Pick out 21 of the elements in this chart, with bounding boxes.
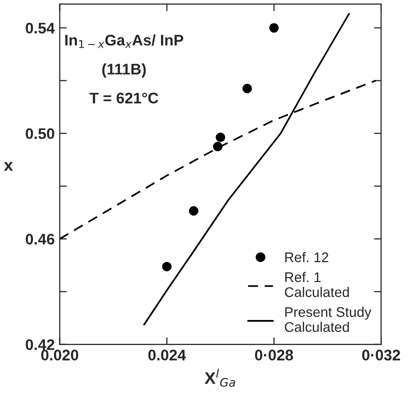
y-tick-label: 0.46 [26, 234, 54, 245]
y-tick-label: 0.42 [26, 339, 54, 350]
point [216, 132, 226, 142]
legend-label: Present Study Calculated [284, 306, 372, 332]
x-axis-title: X$^{l}$$_{Ga}$ [204, 368, 236, 387]
annotation: T = 621°C [89, 92, 158, 104]
point [188, 206, 198, 216]
x-tick-label: 0·032 [362, 350, 400, 361]
point [242, 84, 252, 94]
y-tick-label: 0.50 [26, 128, 54, 140]
legend-label: Ref. 1 Calculated [284, 272, 349, 298]
point [162, 262, 172, 272]
x-tick-label: 0.024 [148, 350, 186, 360]
annotation: (111B) [102, 63, 146, 78]
x-tick-label: 0·028 [255, 350, 294, 360]
y-tick-label: 0.54 [26, 22, 55, 34]
x-tick-label: 0.020 [41, 350, 78, 360]
y-axis-title: x [4, 162, 13, 171]
legend-label: Ref. 12 [285, 252, 328, 262]
annotation: In$_{1−x}$Ga$_{x}$As/ InP [65, 34, 184, 48]
point [269, 23, 279, 33]
